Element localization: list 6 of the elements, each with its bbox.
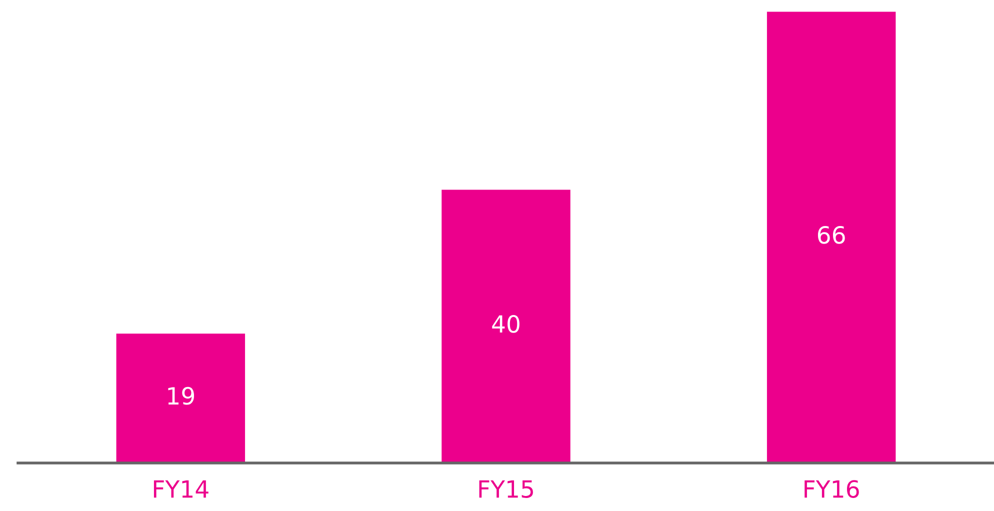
x-tick-label: FY14: [154, 480, 208, 498]
data-label: 66: [818, 226, 845, 244]
x-tick-label: FY15: [479, 480, 533, 498]
data-label: 40: [492, 315, 520, 333]
data-label: 19: [168, 386, 194, 405]
x-tick-label: FY16: [804, 480, 859, 498]
